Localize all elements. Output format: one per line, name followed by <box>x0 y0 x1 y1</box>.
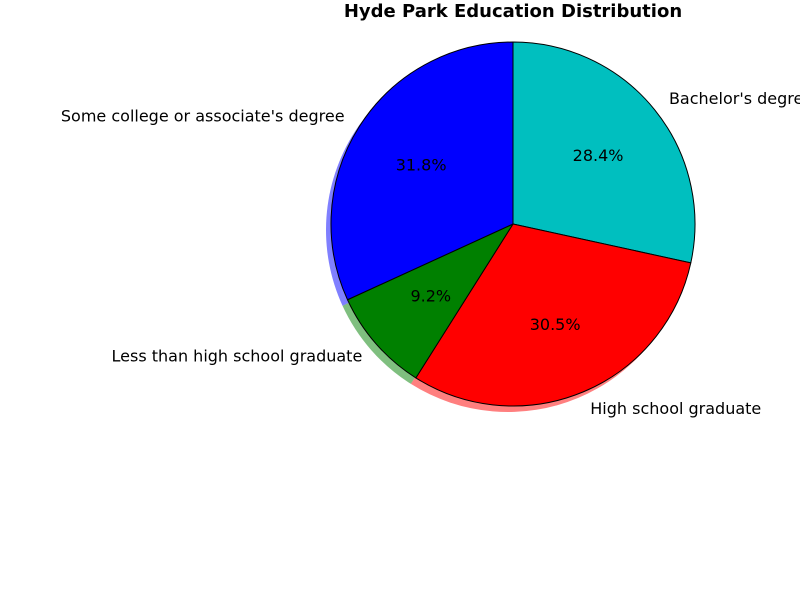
chart-title: Hyde Park Education Distribution <box>344 1 682 22</box>
slice-label-bachelor-s-degree: Bachelor's degree <box>669 89 800 108</box>
percent-labels: 28.4% 30.5% 9.2% 31.8% <box>396 146 624 334</box>
slice-label-some-college-or-associate-s-degree: Some college or associate's degree <box>61 106 345 125</box>
slice-labels: Bachelor's degree High school graduate Les… <box>61 89 800 418</box>
slice-label-less-than-high-school-graduate: Less than high school graduate <box>112 346 363 365</box>
percent-label-some-college-or-associate-s-degree: 31.8% <box>396 156 447 175</box>
slice-bachelor-s-degree <box>512 41 696 264</box>
slice-some-college-or-associate-s-degree <box>330 41 514 301</box>
percent-label-less-than-high-school-graduate: 9.2% <box>410 286 451 305</box>
percent-label-bachelor-s-degree: 28.4% <box>573 146 624 165</box>
slice-less-than-high-school-graduate <box>347 223 514 379</box>
pie-slices <box>330 41 696 407</box>
percent-label-high-school-graduate: 30.5% <box>530 315 581 334</box>
slice-label-high-school-graduate: High school graduate <box>590 399 761 418</box>
